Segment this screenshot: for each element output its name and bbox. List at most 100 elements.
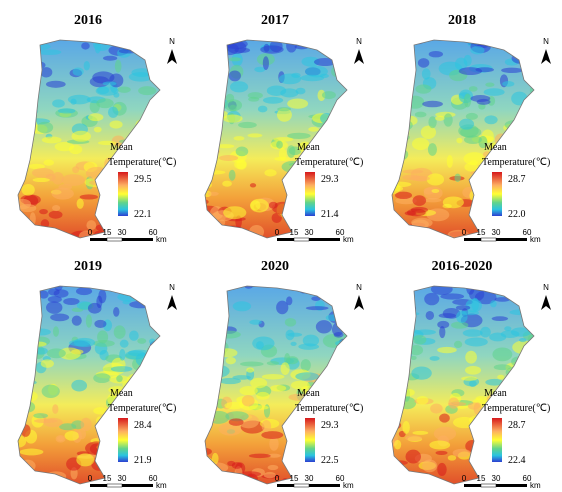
texture-blob	[96, 98, 114, 109]
texture-blob	[86, 220, 97, 231]
panel-title: 2016	[74, 13, 102, 28]
texture-blob	[239, 385, 258, 396]
texture-blob	[138, 86, 157, 96]
texture-blob	[315, 320, 333, 334]
texture-blob	[248, 453, 271, 459]
texture-blob	[47, 295, 62, 303]
scale-bar-a	[464, 484, 481, 487]
texture-blob	[223, 206, 247, 220]
texture-blob	[239, 361, 264, 367]
texture-blob	[447, 401, 467, 407]
legend-min: 22.5	[321, 455, 339, 466]
texture-blob	[116, 375, 123, 383]
texture-blob	[129, 330, 139, 341]
region-outline	[17, 285, 161, 485]
texture-blob	[392, 55, 405, 64]
texture-blob	[465, 365, 482, 375]
texture-blob	[511, 52, 534, 65]
texture-blob	[471, 455, 488, 463]
texture-blob	[393, 340, 414, 349]
legend-title: Temperature(℃)	[295, 403, 363, 414]
legend-title: Temperature(℃)	[482, 157, 550, 168]
texture-blob	[392, 420, 402, 431]
texture-blob	[228, 418, 244, 426]
texture-blob	[119, 339, 129, 348]
legend-max: 29.5	[134, 174, 152, 185]
texture-blob	[88, 113, 104, 122]
texture-blob	[463, 93, 472, 108]
texture-blob	[412, 334, 427, 345]
texture-blob	[128, 72, 153, 82]
texture-blob	[93, 407, 108, 415]
scale-bar-b	[293, 237, 310, 242]
texture-blob	[31, 44, 40, 50]
texture-blob	[429, 356, 440, 361]
texture-blob	[18, 339, 26, 345]
texture-blob	[287, 132, 311, 139]
texture-blob	[205, 222, 214, 228]
texture-blob	[410, 355, 417, 360]
north-label: N	[356, 283, 362, 292]
texture-blob	[273, 137, 294, 142]
texture-blob	[153, 184, 160, 191]
texture-blob	[19, 362, 34, 374]
texture-blob	[392, 181, 401, 195]
texture-blob	[425, 310, 435, 320]
texture-blob	[144, 363, 155, 370]
scale-tick: 60	[336, 474, 345, 483]
scale-unit: km	[530, 481, 541, 490]
texture-blob	[52, 404, 59, 414]
scale-bar-b	[480, 237, 497, 242]
texture-blob	[18, 111, 24, 124]
texture-blob	[415, 84, 432, 94]
texture-blob	[524, 435, 531, 444]
legend-title: Temperature(℃)	[108, 157, 176, 168]
texture-blob	[41, 136, 62, 144]
texture-blob	[267, 453, 281, 458]
north-arrow	[354, 49, 364, 64]
color-bar	[305, 418, 315, 462]
texture-blob	[41, 384, 60, 398]
texture-blob	[392, 329, 406, 336]
texture-blob	[19, 473, 27, 480]
texture-blob	[473, 456, 484, 463]
texture-blob	[491, 316, 509, 322]
texture-blob	[20, 118, 34, 126]
texture-blob	[404, 58, 412, 67]
texture-blob	[392, 52, 401, 62]
texture-blob	[262, 56, 269, 71]
legend-max: 28.7	[508, 174, 526, 185]
texture-blob	[430, 286, 453, 295]
texture-blob	[205, 469, 217, 475]
texture-blob	[392, 67, 400, 74]
texture-blob	[97, 330, 109, 344]
legend-max: 29.3	[321, 420, 339, 431]
texture-blob	[420, 125, 437, 140]
texture-blob	[497, 374, 505, 380]
texture-blob	[455, 305, 471, 311]
texture-blob	[92, 71, 115, 84]
texture-blob	[394, 148, 409, 161]
texture-blob	[395, 197, 417, 205]
texture-blob	[329, 141, 341, 154]
texture-blob	[508, 289, 531, 300]
texture-blob	[524, 353, 534, 360]
texture-blob	[343, 331, 347, 342]
texture-blob	[392, 131, 402, 141]
scale-tick: 15	[290, 228, 299, 237]
texture-blob	[268, 201, 278, 209]
texture-blob	[312, 471, 331, 477]
north-arrow	[541, 295, 551, 310]
texture-blob	[456, 310, 468, 324]
panel-title: 2019	[74, 259, 102, 274]
texture-blob	[287, 217, 306, 226]
scale-tick: 60	[336, 228, 345, 237]
texture-blob	[520, 199, 531, 204]
texture-blob	[114, 59, 122, 73]
texture-blob	[211, 41, 218, 51]
texture-blob	[509, 440, 522, 452]
texture-blob	[308, 126, 319, 132]
